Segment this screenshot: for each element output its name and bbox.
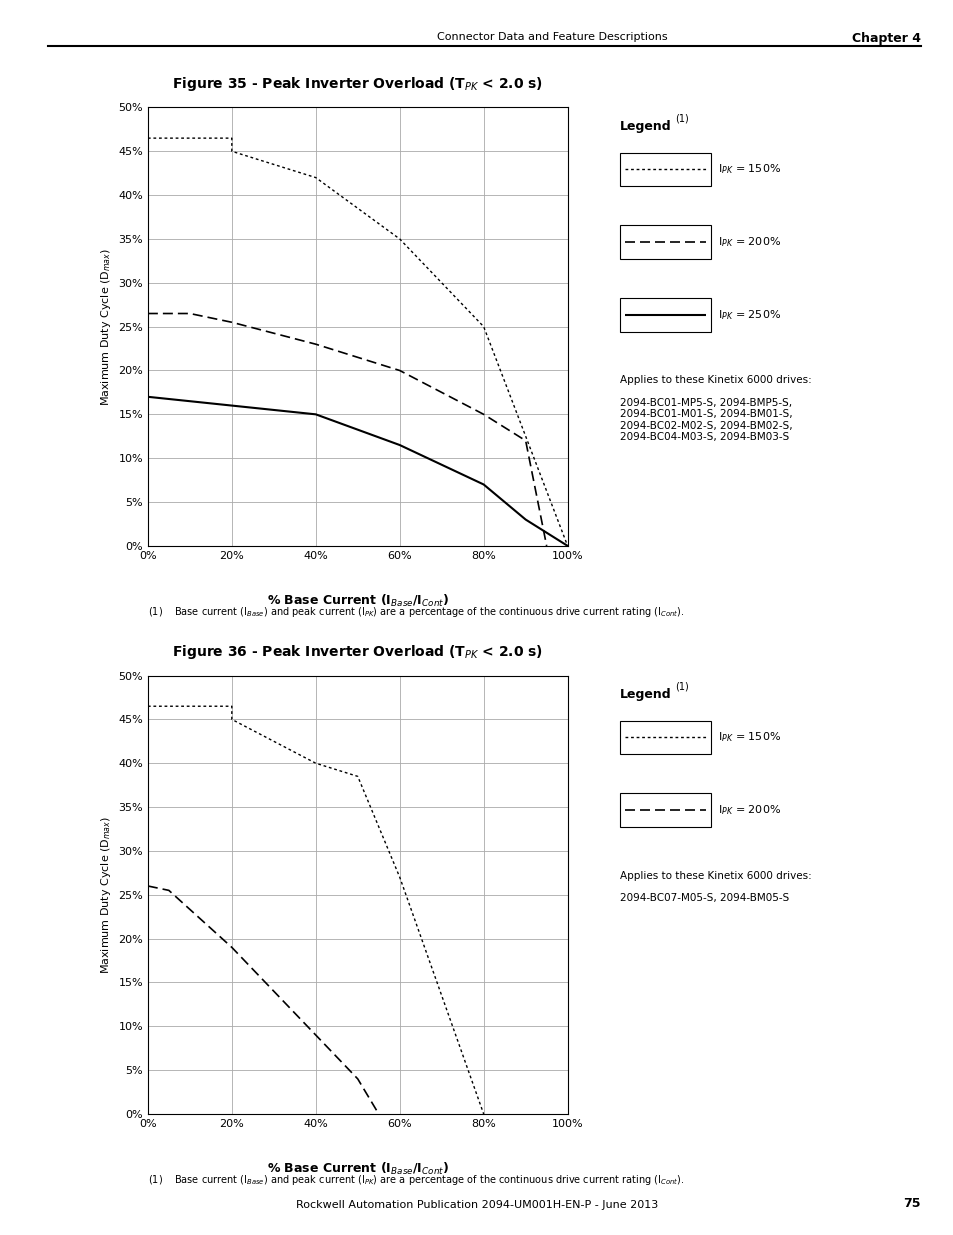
Text: I$_{PK}$ = 200%: I$_{PK}$ = 200% bbox=[718, 803, 781, 818]
Y-axis label: Maximum Duty Cycle (D$_{max}$): Maximum Duty Cycle (D$_{max}$) bbox=[98, 815, 112, 974]
Text: Figure 36 - Peak Inverter Overload (T$_{PK}$ < 2.0 s): Figure 36 - Peak Inverter Overload (T$_{… bbox=[172, 642, 542, 661]
Text: Connector Data and Feature Descriptions: Connector Data and Feature Descriptions bbox=[436, 32, 667, 42]
Text: 2094-BC07-M05-S, 2094-BM05-S: 2094-BC07-M05-S, 2094-BM05-S bbox=[619, 893, 788, 903]
Text: 2094-BC01-MP5-S, 2094-BMP5-S,
2094-BC01-M01-S, 2094-BM01-S,
2094-BC02-M02-S, 209: 2094-BC01-MP5-S, 2094-BMP5-S, 2094-BC01-… bbox=[619, 398, 792, 442]
Text: I$_{PK}$ = 250%: I$_{PK}$ = 250% bbox=[718, 308, 781, 322]
Text: % Base Current (I$_{Base}$/I$_{Cont}$): % Base Current (I$_{Base}$/I$_{Cont}$) bbox=[266, 593, 449, 609]
Text: (1): (1) bbox=[675, 682, 688, 692]
Text: I$_{PK}$ = 200%: I$_{PK}$ = 200% bbox=[718, 235, 781, 249]
Text: (1): (1) bbox=[675, 114, 688, 124]
Text: 75: 75 bbox=[902, 1197, 920, 1210]
Text: Legend: Legend bbox=[619, 688, 671, 701]
Text: I$_{PK}$ = 150%: I$_{PK}$ = 150% bbox=[718, 730, 781, 745]
Text: Applies to these Kinetix 6000 drives:: Applies to these Kinetix 6000 drives: bbox=[619, 871, 811, 881]
Text: (1)    Base current (I$_{Base}$) and peak current (I$_{PK}$) are a percentage of: (1) Base current (I$_{Base}$) and peak c… bbox=[148, 1173, 683, 1187]
Text: Applies to these Kinetix 6000 drives:: Applies to these Kinetix 6000 drives: bbox=[619, 375, 811, 385]
Text: Rockwell Automation Publication 2094-UM001H-EN-P - June 2013: Rockwell Automation Publication 2094-UM0… bbox=[295, 1200, 658, 1210]
Text: I$_{PK}$ = 150%: I$_{PK}$ = 150% bbox=[718, 162, 781, 177]
Text: Chapter 4: Chapter 4 bbox=[851, 32, 920, 46]
Y-axis label: Maximum Duty Cycle (D$_{max}$): Maximum Duty Cycle (D$_{max}$) bbox=[98, 247, 112, 406]
Text: (1)    Base current (I$_{Base}$) and peak current (I$_{PK}$) are a percentage of: (1) Base current (I$_{Base}$) and peak c… bbox=[148, 605, 683, 619]
Text: % Base Current (I$_{Base}$/I$_{Cont}$): % Base Current (I$_{Base}$/I$_{Cont}$) bbox=[266, 1161, 449, 1177]
Text: Figure 35 - Peak Inverter Overload (T$_{PK}$ < 2.0 s): Figure 35 - Peak Inverter Overload (T$_{… bbox=[172, 74, 542, 93]
Text: Legend: Legend bbox=[619, 120, 671, 133]
